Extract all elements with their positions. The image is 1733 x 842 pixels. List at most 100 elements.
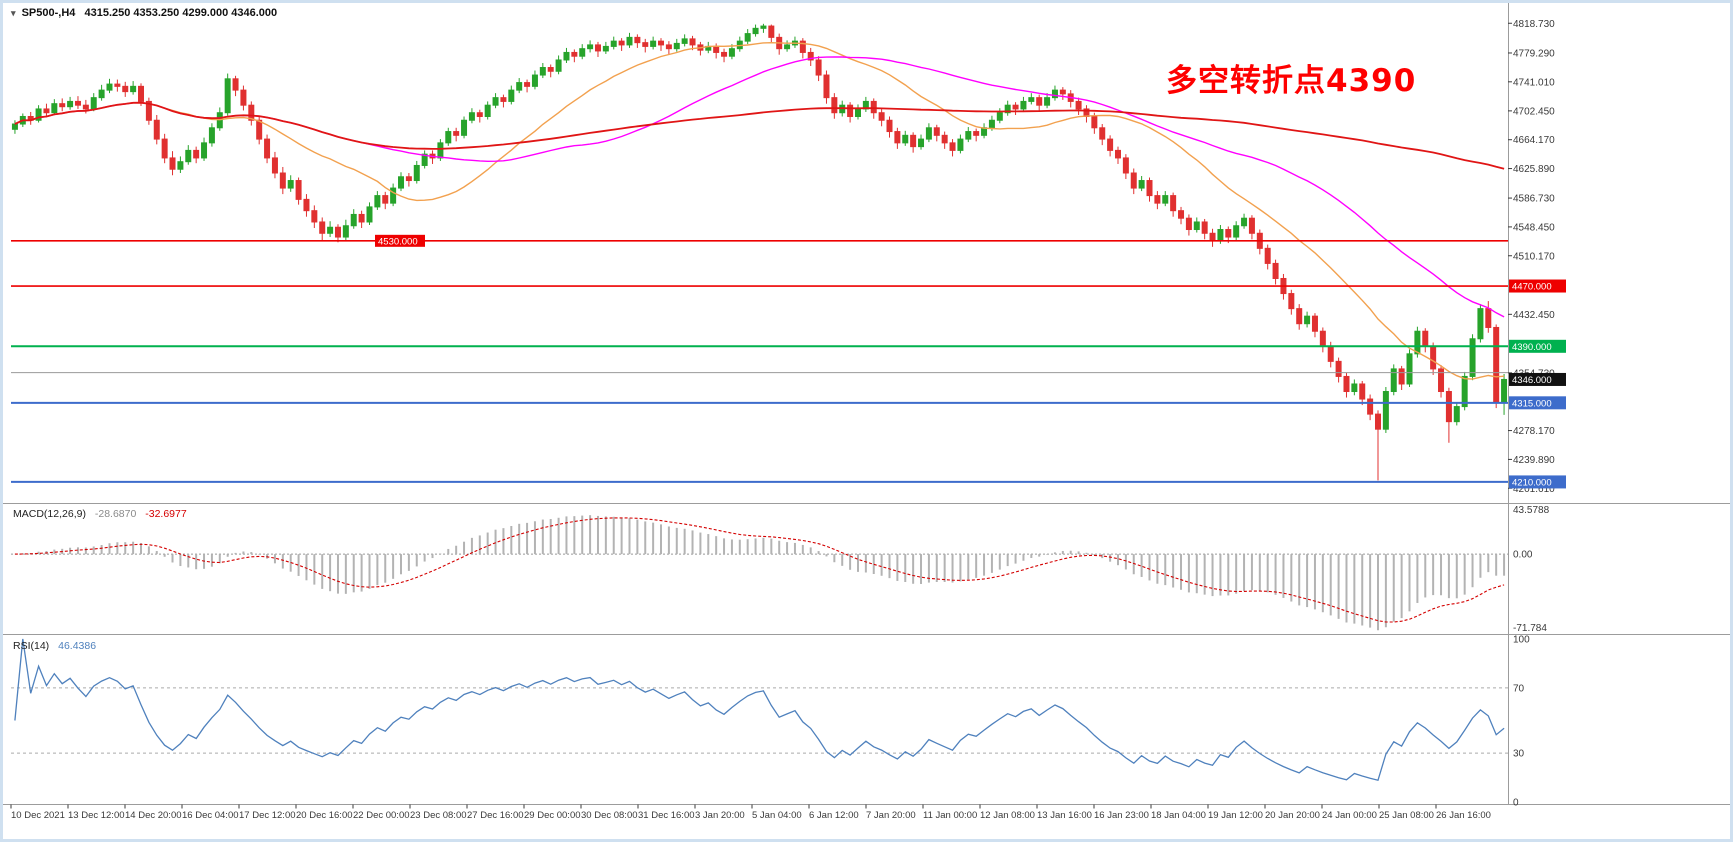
candle-body (508, 89, 515, 102)
price-tag-4470[interactable]: 4470.000 (1509, 279, 1566, 293)
price-tag-4210-box[interactable] (1509, 475, 1566, 489)
candle-body (185, 149, 192, 163)
candle (1501, 373, 1508, 415)
candle (1485, 301, 1492, 333)
candle-body (1453, 406, 1460, 423)
candle (390, 183, 397, 207)
candle-body (264, 138, 271, 159)
candle (1201, 218, 1208, 240)
candle (492, 93, 499, 109)
time-label: 25 Jan 08:00 (1379, 810, 1434, 821)
candle-body (665, 44, 672, 50)
candle (744, 29, 751, 45)
candle-body (106, 83, 113, 91)
candle (1130, 168, 1137, 195)
candle-body (1130, 172, 1137, 189)
current-price-tag-box[interactable] (1509, 372, 1566, 386)
candle (965, 127, 972, 143)
candle-body (1493, 326, 1500, 404)
candle-body (1248, 217, 1255, 234)
candle (1067, 90, 1074, 108)
candle (610, 36, 617, 50)
price-axis[interactable]: 4818.730 4779.290 4741.010 4702.450 4664.170… (1508, 19, 1555, 495)
macd-signal-value: -32.6977 (145, 508, 187, 520)
candle-body (547, 67, 554, 72)
price-tag-4315-box[interactable] (1509, 396, 1566, 410)
candle-body (658, 40, 665, 46)
candle (910, 132, 917, 153)
candle-body (1319, 330, 1326, 347)
candle (74, 96, 81, 109)
candle (271, 151, 278, 179)
symbol-dropdown-icon[interactable]: ▾ (11, 8, 16, 18)
candle (618, 38, 625, 51)
candle (508, 85, 515, 105)
candle-body (90, 97, 97, 110)
candle (334, 224, 341, 243)
macd-name: MACD(12,26,9) (13, 508, 86, 520)
time-label: 22 Dec 00:00 (353, 810, 410, 821)
candle (1122, 154, 1129, 180)
candle-body (949, 142, 956, 151)
candle (1319, 327, 1326, 353)
price-axis-label: 4548.450 (1513, 222, 1555, 233)
candle (201, 137, 208, 161)
candle (1059, 87, 1066, 100)
candle-body (1233, 225, 1240, 238)
candle (342, 219, 349, 241)
candle (51, 99, 58, 115)
candle-body (799, 40, 806, 53)
time-axis[interactable]: 10 Dec 2021 13 Dec 12:00 14 Dec 20:00 16 De… (10, 804, 1491, 822)
candle-body (555, 59, 562, 72)
candle-body (177, 161, 184, 170)
candle-body (1004, 104, 1011, 114)
candle (1004, 100, 1011, 116)
candle (634, 34, 641, 48)
candle-body (784, 44, 791, 50)
line-label-4530[interactable]: 4530.000 (375, 234, 425, 248)
candle-body (311, 210, 318, 223)
candle-body (996, 112, 1003, 121)
macd-panel: 43.5788 0.00 -71.784 (11, 505, 1550, 634)
candle (1146, 177, 1153, 202)
time-label: 20 Dec 16:00 (296, 810, 353, 821)
candle (1445, 387, 1452, 443)
time-label: 14 Dec 20:00 (125, 810, 182, 821)
candle-body (279, 172, 286, 189)
price-tag-4390[interactable]: 4390.000 (1509, 339, 1566, 353)
candle-body (350, 213, 357, 227)
candle (398, 172, 405, 192)
price-axis-label: 4510.170 (1513, 251, 1555, 262)
candle-body (1296, 308, 1303, 325)
candle-body (1225, 229, 1232, 238)
price-tag-4210[interactable]: 4210.000 (1509, 475, 1566, 489)
chart-canvas[interactable]: 4818.730 4779.290 4741.010 4702.450 4664.170… (3, 3, 1733, 842)
price-tag-4315[interactable]: 4315.000 (1509, 396, 1566, 410)
candle (973, 128, 980, 142)
current-price-tag[interactable]: 4346.000 (1509, 372, 1566, 386)
candle-body (327, 226, 334, 234)
candle (665, 41, 672, 55)
chart-annotation-text[interactable]: 多空转折点4390 (1166, 63, 1417, 99)
candle (563, 47, 570, 63)
candle (925, 123, 932, 143)
candle (996, 108, 1003, 124)
price-axis-label: 4432.450 (1513, 310, 1555, 321)
candle (1099, 124, 1106, 146)
price-tag-4390-box[interactable] (1509, 339, 1566, 353)
candle-body (610, 40, 617, 47)
candle-body (1335, 360, 1342, 377)
current-price-tag-text: 4346.000 (1512, 375, 1552, 386)
candle-body (122, 85, 129, 93)
candle (650, 36, 657, 50)
candle-body (1028, 97, 1035, 102)
price-tag-4470-box[interactable] (1509, 279, 1566, 293)
candle-body (1359, 383, 1366, 400)
candle (98, 84, 105, 101)
candle (327, 221, 334, 238)
candle-body (1075, 100, 1082, 110)
candle (721, 48, 728, 63)
candle-body (886, 119, 893, 133)
line-label-4530-box[interactable] (375, 234, 425, 247)
candle (43, 103, 50, 118)
